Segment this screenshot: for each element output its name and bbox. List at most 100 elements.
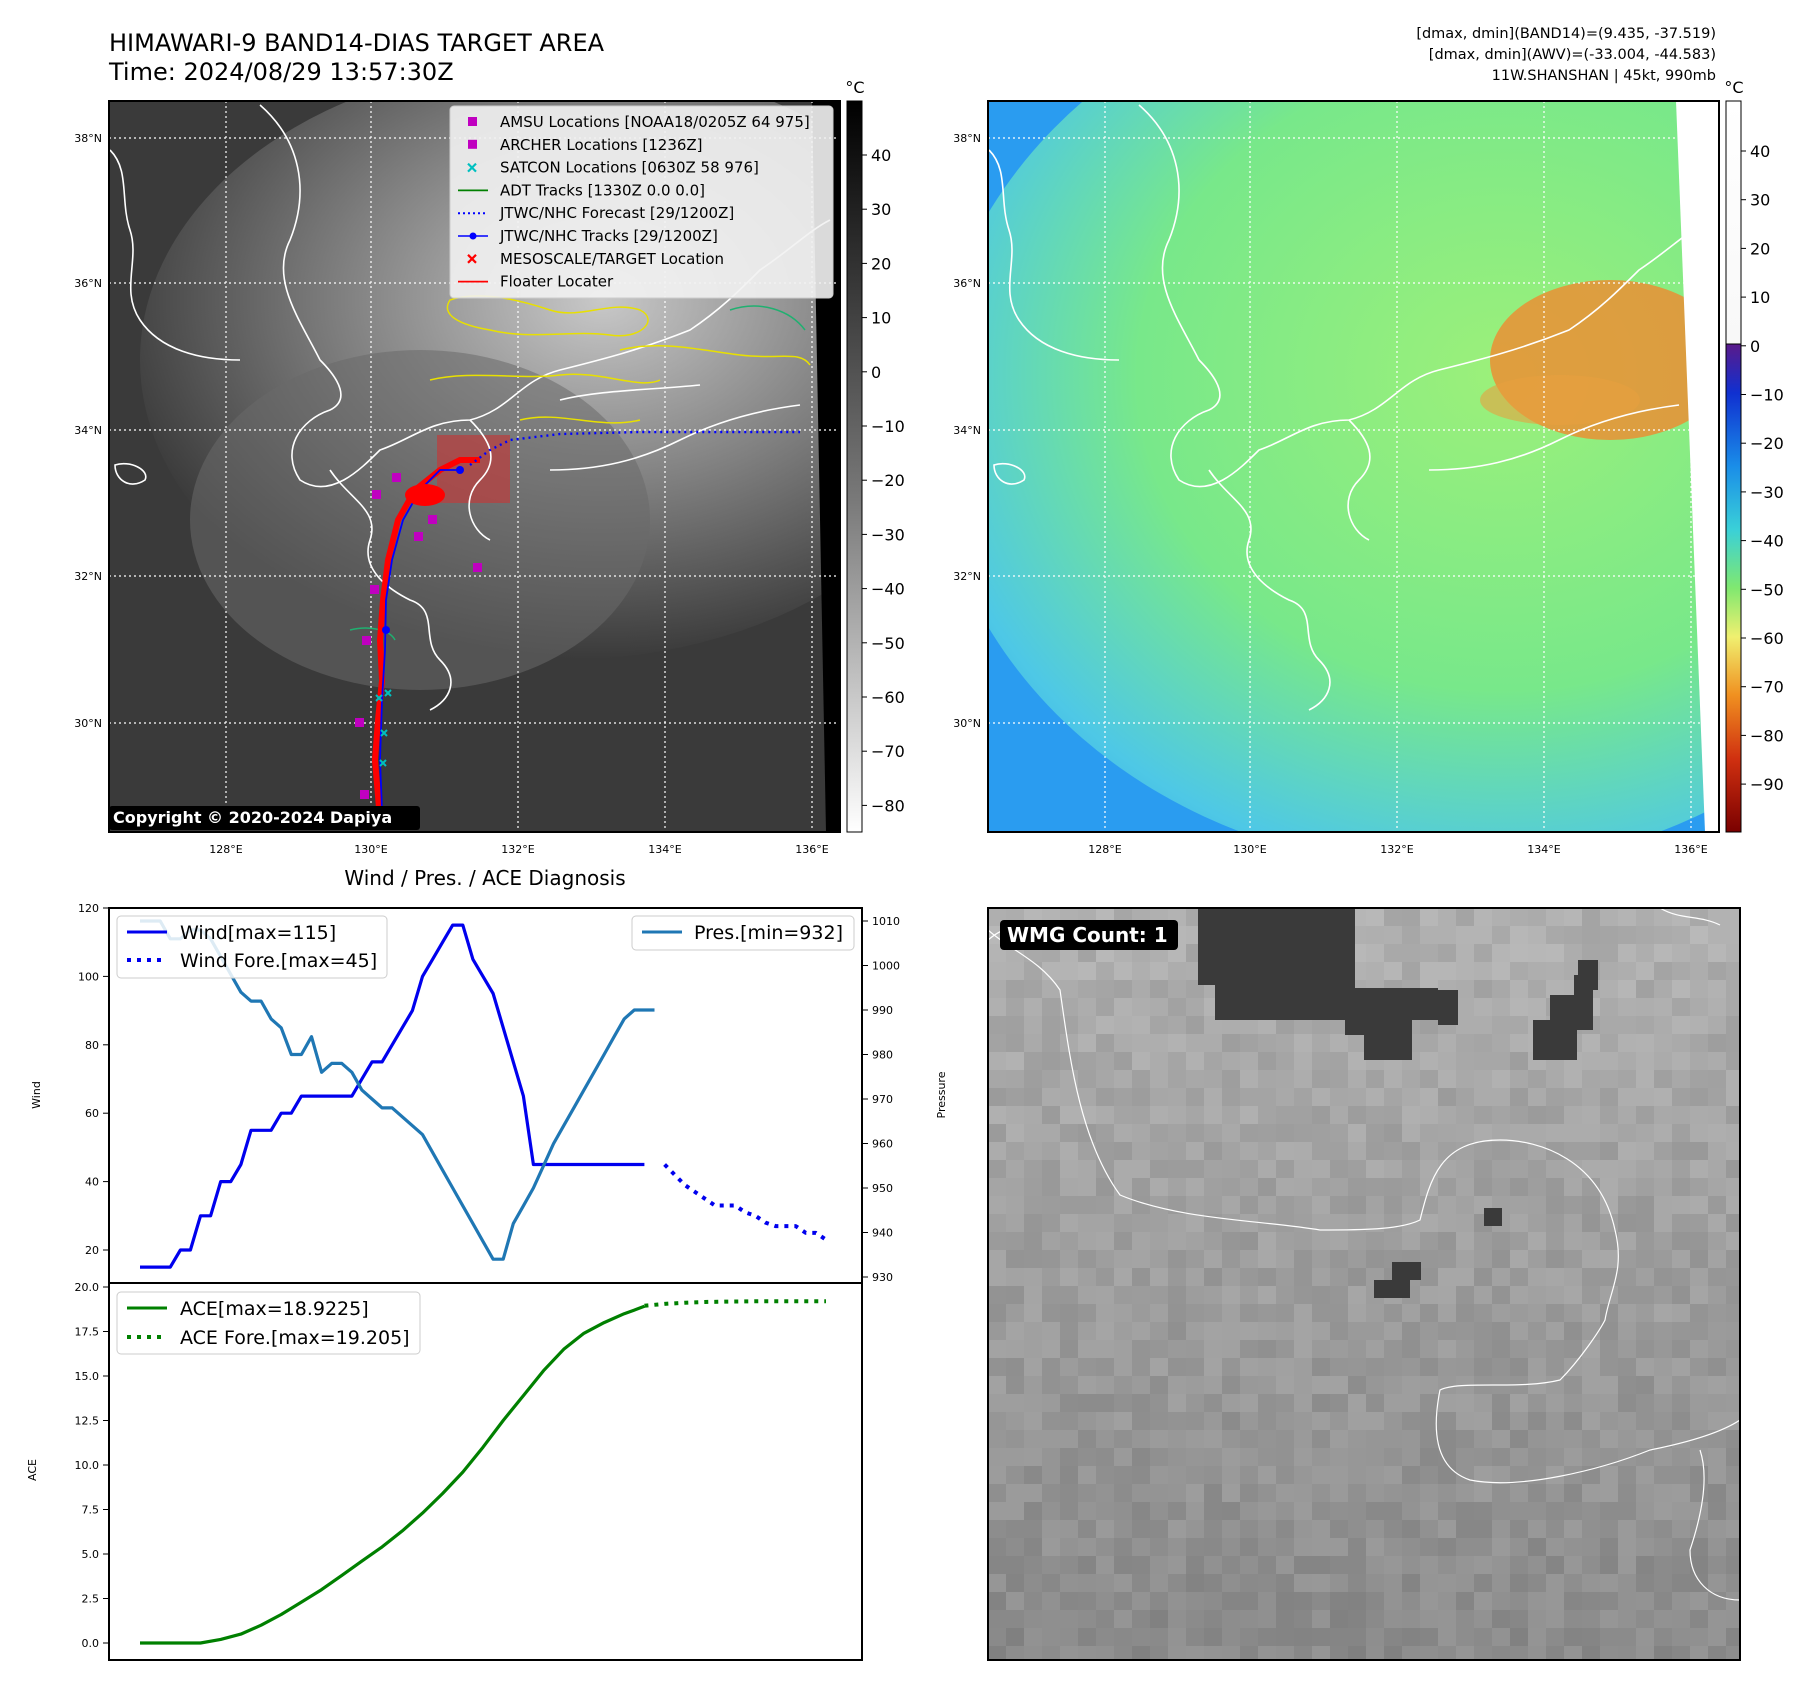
wmg-pixel [1474, 1286, 1492, 1304]
wmg-pixel [1006, 1340, 1024, 1358]
wmg-pixel [1042, 1232, 1060, 1250]
wmg-pixel [1600, 1142, 1618, 1160]
wmg-pixel [1654, 1088, 1672, 1106]
wmg-pixel [1240, 1160, 1258, 1178]
wmg-pixel [1078, 1520, 1096, 1538]
wmg-pixel [1258, 1250, 1276, 1268]
wmg-pixel [1492, 1574, 1510, 1592]
wmg-pixel [1060, 998, 1078, 1016]
wmg-pixel [1078, 1430, 1096, 1448]
wmg-pixel [1168, 1394, 1186, 1412]
wmg-pixel [1168, 980, 1186, 998]
wmg-pixel [1204, 1466, 1222, 1484]
wmg-pixel [1456, 1034, 1474, 1052]
wmg-pixel [1708, 1502, 1726, 1520]
wmg-pixel [1240, 1358, 1258, 1376]
wmg-pixel [1582, 1052, 1600, 1070]
wmg-pixel [1024, 1034, 1042, 1052]
wmg-pixel [1096, 1484, 1114, 1502]
wmg-pixel [1708, 1610, 1726, 1628]
lat-label: 38°N [953, 132, 981, 145]
wmg-pixel [1492, 1430, 1510, 1448]
wmg-pixel [1618, 1142, 1636, 1160]
wmg-pixel [1636, 1088, 1654, 1106]
wmg-pixel [1294, 1142, 1312, 1160]
wmg-pixel [1132, 1124, 1150, 1142]
wmg-pixel [1006, 1286, 1024, 1304]
wmg-pixel [1438, 1610, 1456, 1628]
wmg-pixel [1060, 1160, 1078, 1178]
wmg-pixel [1618, 926, 1636, 944]
wmg-pixel [1204, 1070, 1222, 1088]
wmg-pixel [1564, 1304, 1582, 1322]
wmg-pixel [1006, 1538, 1024, 1556]
wmg-pixel [1528, 1592, 1546, 1610]
wmg-pixel [1312, 1466, 1330, 1484]
ace-axis-label: ACE [26, 1459, 39, 1481]
wmg-pixel [1132, 1016, 1150, 1034]
wmg-pixel [1618, 908, 1636, 926]
wmg-pixel [1510, 1034, 1528, 1052]
wmg-pixel [1546, 1448, 1564, 1466]
wmg-pixel [1564, 1430, 1582, 1448]
wmg-pixel [1456, 1178, 1474, 1196]
wmg-pixel [1384, 1610, 1402, 1628]
wmg-pixel [1564, 1376, 1582, 1394]
wmg-pixel [1564, 1610, 1582, 1628]
wmg-pixel [1726, 1304, 1740, 1322]
wmg-pixel [1006, 1250, 1024, 1268]
ace-tick-label: 12.5 [75, 1415, 100, 1428]
wmg-pixel [1456, 1592, 1474, 1610]
wmg-pixel [1654, 1124, 1672, 1142]
wmg-pixel [1618, 1088, 1636, 1106]
wmg-pixel [1330, 1232, 1348, 1250]
wmg-pixel [1078, 1376, 1096, 1394]
wmg-pixel [1672, 1088, 1690, 1106]
ir-colorbar-gradient [846, 100, 863, 833]
wmg-pixel [1618, 1070, 1636, 1088]
wmg-pixel [1600, 1358, 1618, 1376]
wmg-pixel [1726, 1142, 1740, 1160]
wmg-pixel [1114, 1124, 1132, 1142]
ace-tick-label: 15.0 [75, 1370, 100, 1383]
pressure-tick-label: 950 [872, 1182, 893, 1195]
wmg-pixel [1006, 1466, 1024, 1484]
wmg-pixel [1078, 998, 1096, 1016]
wmg-pixel [1636, 1628, 1654, 1646]
wmg-pixel [1312, 1322, 1330, 1340]
wmg-pixel [1006, 1016, 1024, 1034]
wmg-pixel [1312, 1016, 1330, 1034]
wmg-pixel [1294, 1124, 1312, 1142]
wmg-pixel [1546, 1160, 1564, 1178]
wmg-pixel [1582, 1538, 1600, 1556]
wmg-pixel [1366, 962, 1384, 980]
wmg-pixel [1150, 962, 1168, 980]
wmg-pixel [1258, 1016, 1276, 1034]
wmg-pixel [1456, 1574, 1474, 1592]
wmg-pixel [1438, 1412, 1456, 1430]
wmg-pixel [1204, 1502, 1222, 1520]
wmg-pixel [1564, 1268, 1582, 1286]
wmg-pixel [1618, 1034, 1636, 1052]
wmg-pixel [1672, 908, 1690, 926]
wmg-pixel [1456, 1214, 1474, 1232]
wmg-pixel [1330, 1142, 1348, 1160]
wmg-pixel [1474, 1412, 1492, 1430]
wmg-pixel [1096, 1358, 1114, 1376]
lon-label: 132°E [501, 843, 534, 856]
legend-item-label: Floater Locater [500, 273, 614, 291]
wmg-pixel [1222, 1394, 1240, 1412]
wmg-pixel [1096, 1322, 1114, 1340]
wmg-pixel [1348, 1160, 1366, 1178]
wmg-pixel [1096, 1286, 1114, 1304]
wmg-pixel [1348, 1592, 1366, 1610]
wmg-pixel [1546, 1286, 1564, 1304]
wmg-pixel [1600, 1088, 1618, 1106]
wmg-pixel [988, 1628, 1006, 1646]
wmg-pixel [1636, 1538, 1654, 1556]
wmg-pixel [1060, 1574, 1078, 1592]
wmg-pixel [1366, 1592, 1384, 1610]
wmg-pixel [1294, 1412, 1312, 1430]
wmg-pixel [1276, 1592, 1294, 1610]
wmg-pixel [1654, 1574, 1672, 1592]
